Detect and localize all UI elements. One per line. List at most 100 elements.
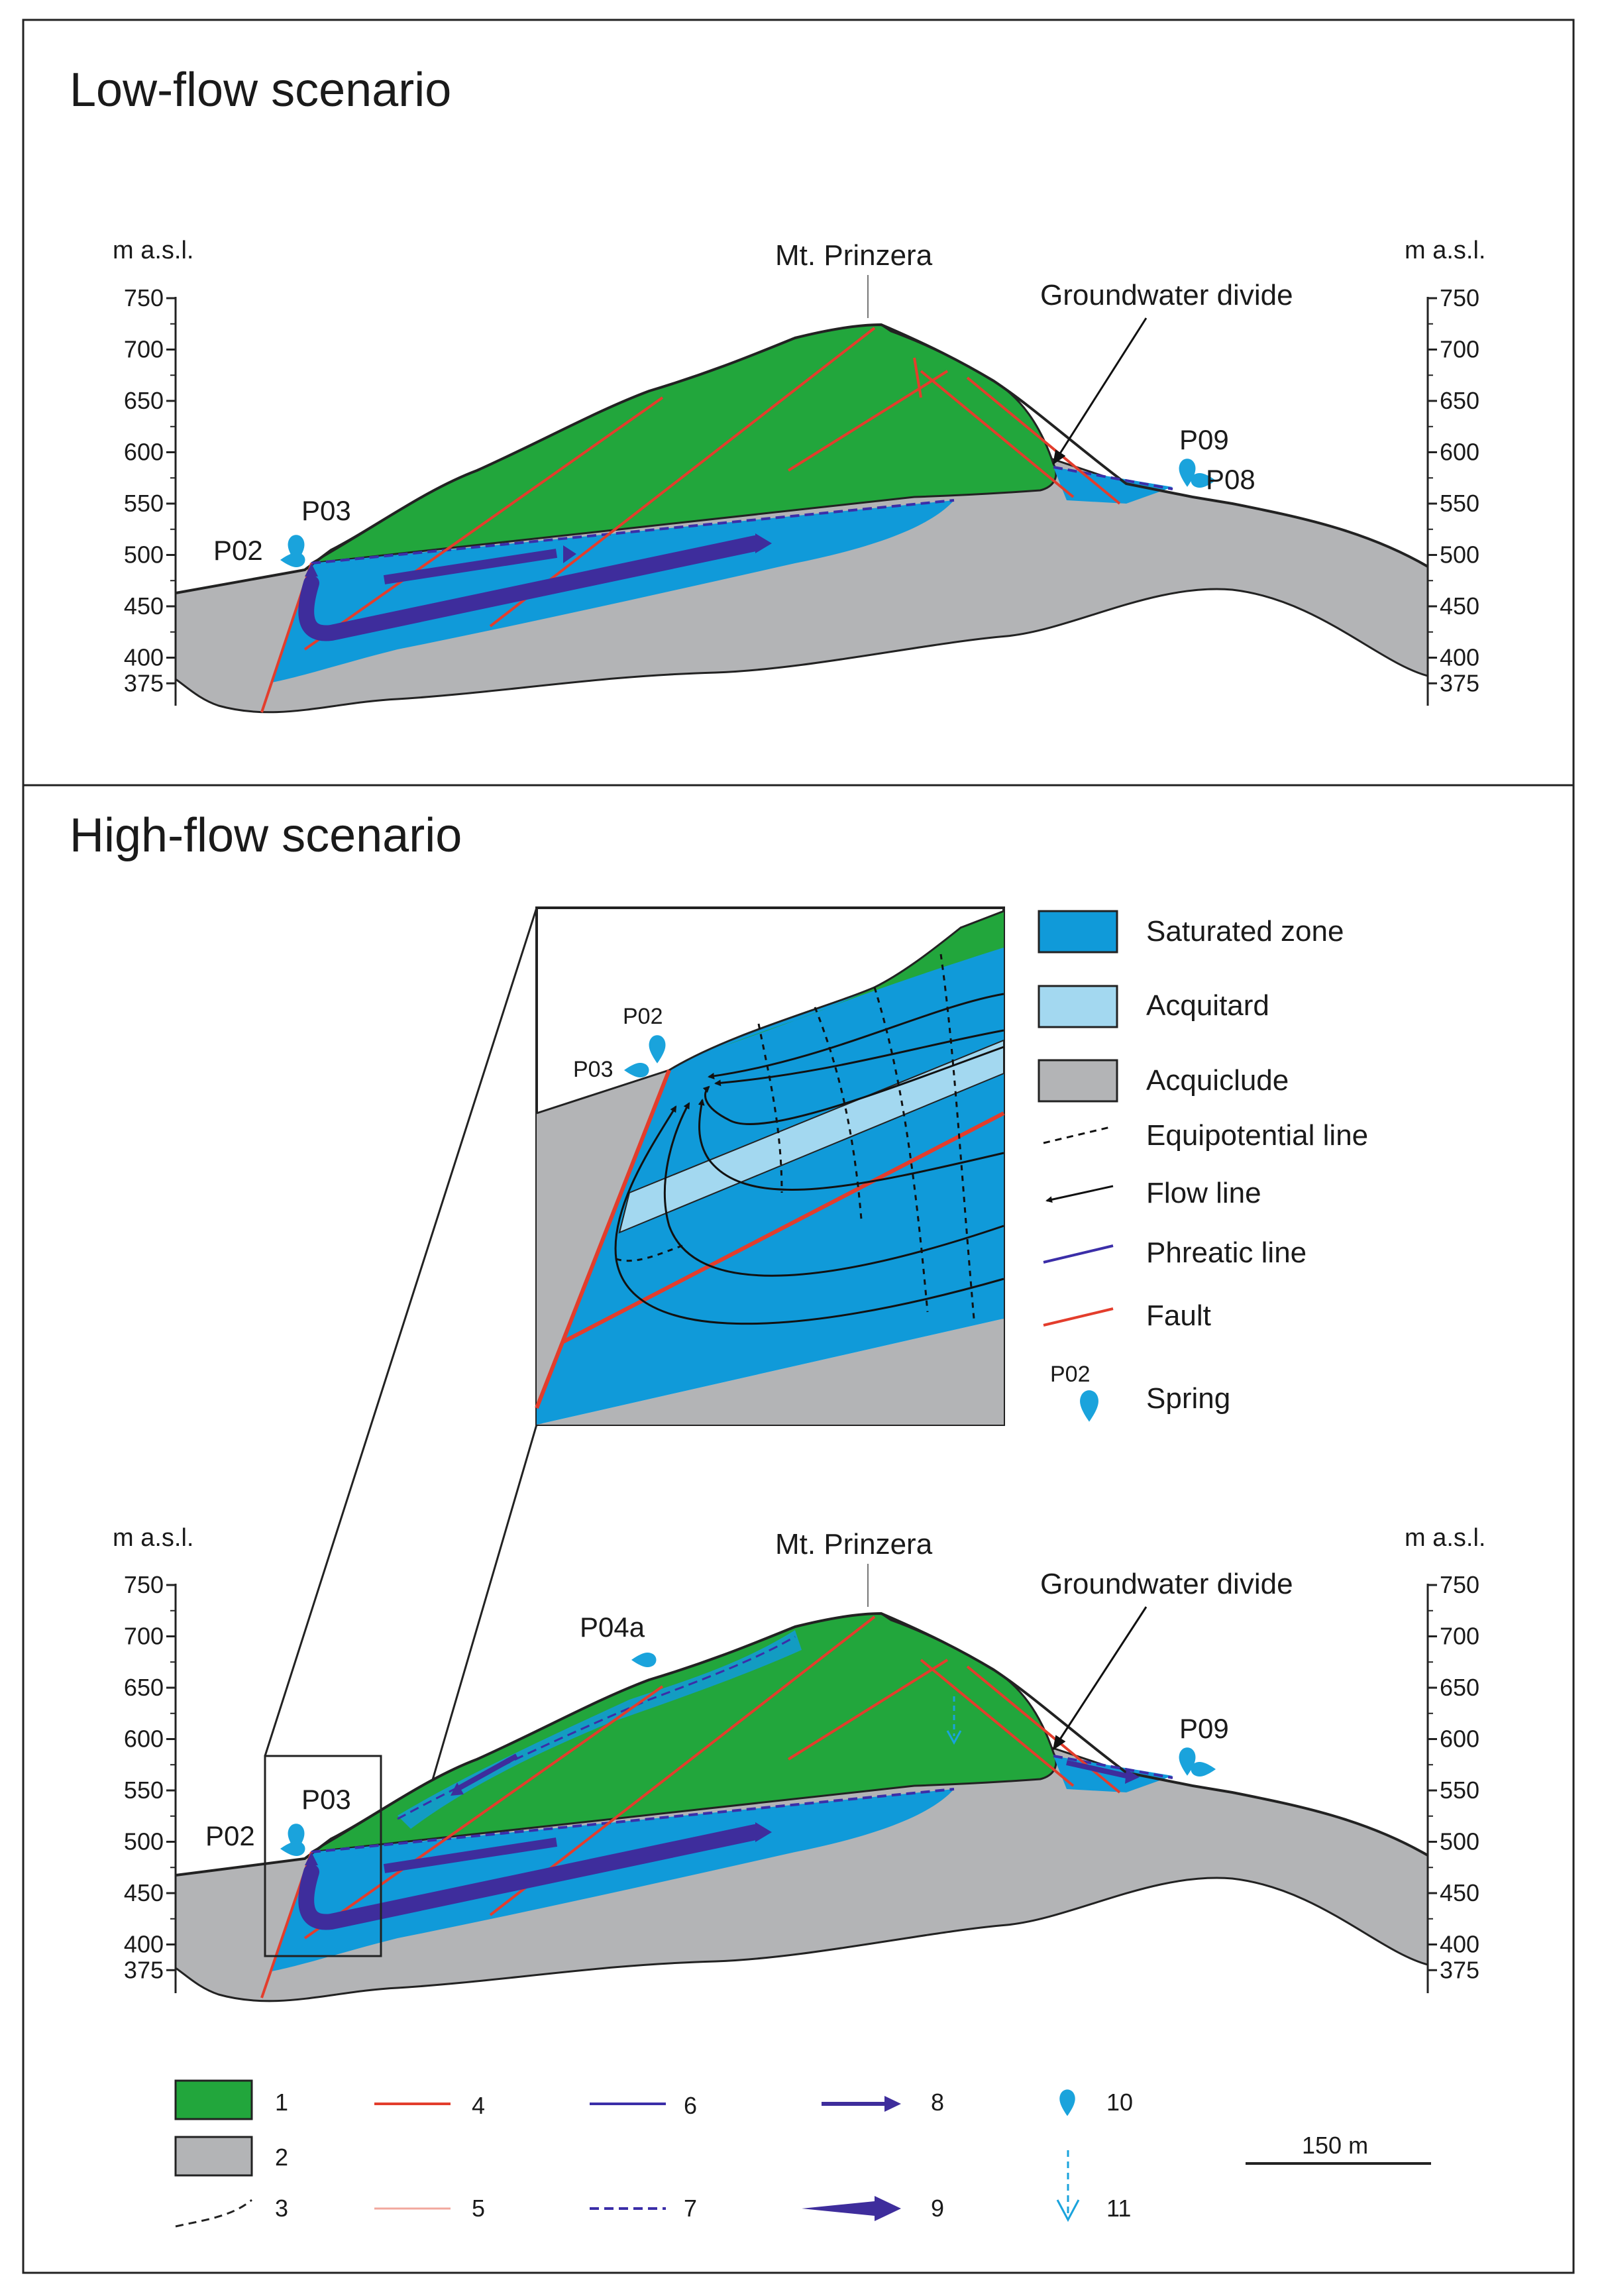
low-peak-label: Mt. Prinzera — [775, 239, 933, 272]
low-springs: P03 P02 P09 P08 — [213, 424, 1255, 567]
legend-num-1: 1 — [275, 2089, 288, 2116]
legend-phreatic-line: Phreatic line — [1146, 1236, 1307, 1269]
high-spring-label-p04a: P04a — [580, 1612, 645, 1643]
axis-tick-label: 650 — [124, 387, 164, 414]
inset-legend: Saturated zone Acquitard Acquiclude Equi… — [1038, 910, 1368, 1422]
spring-label-p09: P09 — [1179, 424, 1229, 455]
axis-tick-label: 700 — [1440, 336, 1479, 363]
axis-tick-label: 450 — [1440, 1879, 1479, 1906]
axis-tick-label: 650 — [124, 1674, 164, 1701]
axis-tick-label: 500 — [1440, 1828, 1479, 1855]
axis-tick-label: 650 — [1440, 1674, 1479, 1701]
high-saturated-zone — [272, 1789, 954, 1971]
legend-spring: Spring — [1146, 1382, 1230, 1415]
high-flow-title: High-flow scenario — [70, 809, 462, 862]
high-axis-label-right: m a.s.l. — [1405, 1524, 1485, 1552]
high-springs: P03 P02 P04a P09 — [205, 1612, 1229, 1856]
low-saturated-right — [1053, 467, 1173, 504]
legend-num-9: 9 — [931, 2195, 944, 2222]
inset-zoom: P02 P03 — [535, 906, 1005, 1426]
axis-tick-label: 375 — [124, 669, 164, 696]
high-spring-label-p09: P09 — [1179, 1713, 1229, 1744]
high-perched-aquifer — [398, 1630, 802, 1829]
legend-num-7: 7 — [684, 2195, 697, 2222]
high-flow-arrows — [298, 1696, 1140, 1930]
high-topography — [175, 1612, 1429, 1877]
spring-label-p08: P08 — [1206, 464, 1255, 495]
axis-tick-label: 375 — [1440, 1956, 1479, 1983]
axis-tick-label: 750 — [1440, 284, 1479, 311]
legend-acquitard: Acquitard — [1146, 989, 1269, 1022]
zoom-box — [264, 1755, 382, 1957]
low-topography — [175, 323, 1429, 594]
low-axis-label-left: m a.s.l. — [113, 237, 193, 264]
spring-label-p03: P03 — [301, 495, 351, 526]
axis-tick-label: 600 — [1440, 439, 1479, 466]
axis-tick-label: 500 — [1440, 541, 1479, 569]
figure-frame — [22, 19, 1575, 2274]
low-flow-arrows — [298, 533, 772, 641]
axis-tick-label: 400 — [1440, 644, 1479, 671]
legend-num-8: 8 — [931, 2089, 944, 2116]
high-axis-label-left: m a.s.l. — [113, 1524, 193, 1552]
scale-bar-label: 150 m — [1302, 2132, 1368, 2159]
high-peak-label: Mt. Prinzera — [775, 1528, 933, 1560]
legend-saturated-zone: Saturated zone — [1146, 915, 1344, 948]
axis-tick-label: 400 — [124, 644, 164, 671]
axis-tick-label: 375 — [124, 1956, 164, 1983]
bottom-legend: 1 2 3 4 5 6 7 8 9 10 11 150 m — [174, 2079, 1431, 2228]
axis-tick-label: 400 — [1440, 1931, 1479, 1958]
legend-num-3: 3 — [275, 2195, 288, 2222]
legend-num-2: 2 — [275, 2144, 288, 2171]
low-flow-panel: Low-flow scenario — [70, 64, 1485, 714]
legend-num-6: 6 — [684, 2092, 697, 2119]
axis-tick-label: 375 — [1440, 669, 1479, 696]
legend-flow-line: Flow line — [1146, 1177, 1261, 1209]
low-axis-label-right: m a.s.l. — [1405, 237, 1485, 264]
low-flow-title: Low-flow scenario — [70, 64, 451, 117]
axis-tick-label: 450 — [124, 592, 164, 620]
axis-tick-label: 550 — [124, 490, 164, 517]
inset-spring-label-p03: P03 — [573, 1057, 614, 1082]
spring-label-p02: P02 — [213, 535, 263, 566]
legend-num-11: 11 — [1106, 2195, 1131, 2222]
zoom-line-top — [264, 907, 538, 1757]
low-faults — [260, 327, 1121, 713]
axis-tick-label: 700 — [124, 1623, 164, 1650]
axis-tick-label: 550 — [124, 1777, 164, 1804]
high-spring-label-p02: P02 — [205, 1820, 255, 1851]
axis-tick-label: 750 — [1440, 1571, 1479, 1598]
axis-tick-label: 500 — [124, 1828, 164, 1855]
high-flow-panel: High-flow scenario — [70, 809, 1485, 2002]
legend-equipotential-line: Equipotential line — [1146, 1119, 1368, 1152]
axis-tick-label: 400 — [124, 1931, 164, 1958]
legend-fault: Fault — [1146, 1299, 1211, 1332]
axis-tick-label: 550 — [1440, 490, 1479, 517]
axis-tick-label: 600 — [124, 439, 164, 466]
low-saturated-zone — [272, 500, 954, 683]
inset-spring-label-p02: P02 — [623, 1004, 663, 1029]
low-phreatic-line-right — [1053, 466, 1173, 490]
axis-tick-label: 700 — [124, 336, 164, 363]
high-spring-label-p03: P03 — [301, 1784, 351, 1815]
legend-num-5: 5 — [472, 2195, 485, 2222]
axis-tick-label: 700 — [1440, 1623, 1479, 1650]
axis-tick-label: 750 — [124, 1571, 164, 1598]
low-phreatic-line — [311, 499, 955, 565]
axis-tick-label: 450 — [124, 1879, 164, 1906]
legend-num-10: 10 — [1106, 2089, 1133, 2116]
axis-tick-label: 550 — [1440, 1777, 1479, 1804]
high-divide-label: Groundwater divide — [1040, 1568, 1293, 1600]
axis-tick-label: 450 — [1440, 592, 1479, 620]
axis-tick-label: 650 — [1440, 387, 1479, 414]
legend-acquiclude: Acquiclude — [1146, 1064, 1289, 1097]
axis-tick-label: 500 — [124, 541, 164, 569]
low-divide-label: Groundwater divide — [1040, 279, 1293, 311]
axis-tick-label: 600 — [124, 1725, 164, 1753]
high-phreatic-line — [311, 1788, 955, 1853]
